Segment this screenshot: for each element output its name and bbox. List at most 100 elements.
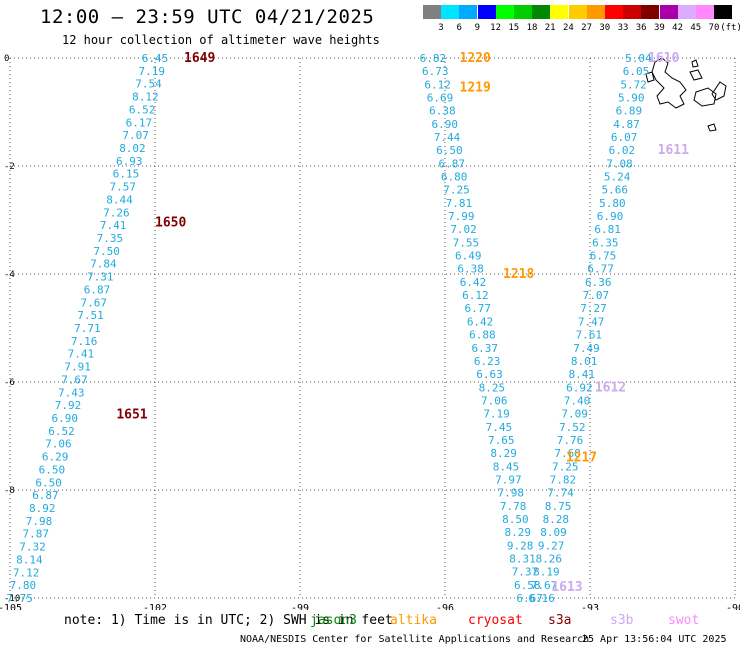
swh-value: 7.78 [500, 500, 527, 513]
swh-value: 8.44 [106, 193, 133, 206]
swh-value: 8.26 [535, 552, 562, 565]
swh-value: 6.87 [439, 157, 466, 170]
swh-value: 7.40 [564, 394, 591, 407]
scale-label: 30 [599, 23, 611, 33]
x-tick-label: -90 [726, 603, 740, 610]
swh-value: 7.81 [446, 197, 473, 210]
x-tick-label: -102 [143, 603, 167, 610]
island-santiago [689, 69, 703, 81]
swh-value: 6.12 [424, 78, 451, 91]
swh-value: 6.02 [609, 144, 636, 157]
swh-value: 6.67 [516, 592, 543, 605]
swh-value: 7.25 [443, 184, 470, 197]
swh-value: 7.61 [576, 329, 603, 342]
scale-label: 6 [456, 23, 462, 33]
swh-value: 8.29 [505, 526, 532, 539]
satellite-name: altika [390, 613, 437, 628]
swh-value: 6.88 [469, 329, 496, 342]
pass-number-label: 1649 [184, 51, 215, 66]
swh-value: 8.14 [16, 553, 43, 566]
swh-value: 8.41 [568, 368, 595, 381]
grid-lines [9, 57, 736, 599]
swh-value: 7.54 [135, 78, 162, 91]
scale-swatch [605, 5, 623, 19]
swh-value: 6.05 [623, 65, 650, 78]
swh-value: 6.37 [472, 342, 499, 355]
scale-swatch [568, 5, 587, 19]
swh-value: 7.44 [434, 131, 461, 144]
swh-value: 6.90 [52, 412, 79, 425]
swh-value: 7.92 [55, 399, 82, 412]
scale-swatch [532, 5, 551, 19]
swh-value: 6.92 [566, 381, 593, 394]
map-title: 12:00 – 23:59 UTC 04/21/2025 [40, 6, 375, 28]
island-pinta [691, 59, 699, 68]
swh-value: 7.91 [64, 361, 91, 374]
credit-text: NOAA/NESDIS Center for Satellite Applica… [240, 634, 590, 645]
swh-value: 7.67 [81, 296, 108, 309]
scale-swatch [677, 5, 696, 19]
swh-value: 6.58 [514, 579, 541, 592]
swh-value: 7.09 [561, 408, 588, 421]
swh-value: 6.87 [84, 283, 111, 296]
swh-value: 9.27 [538, 539, 565, 552]
swh-value: 7.71 [74, 322, 101, 335]
pass-number-label: 1218 [503, 267, 534, 282]
swh-value: 6.77 [464, 302, 491, 315]
scale-swatch [659, 5, 678, 19]
y-tick-label: -4 [4, 270, 15, 280]
map-subtitle: 12 hour collection of altimeter wave hei… [62, 33, 380, 47]
scale-label: 21 [544, 23, 556, 33]
timestamp-text: 25 Apr 13:56:04 UTC 2025 [582, 634, 727, 645]
swh-value: 8.75 [545, 500, 572, 513]
pass-number-label: 1651 [116, 407, 147, 422]
swh-value: 6.80 [441, 171, 468, 184]
swh-value: 8.45 [493, 460, 520, 473]
satellite-name: s3a [548, 613, 572, 628]
swh-value: 8.29 [490, 447, 517, 460]
swh-value: 6.52 [48, 425, 75, 438]
swh-value: 6.49 [455, 250, 482, 263]
swh-value: 6.50 [436, 144, 463, 157]
swh-value: 7.55 [453, 236, 480, 249]
pass-number-label: 1610 [648, 51, 679, 66]
swh-value: 8.92 [29, 502, 56, 515]
x-tick-label: -99 [291, 603, 309, 610]
swh-value: 6.17 [126, 116, 153, 129]
swh-value: 7.97 [495, 473, 522, 486]
y-tick-label: -2 [4, 162, 15, 172]
swh-value: 7.68 [554, 447, 581, 460]
swh-value: 7.45 [486, 421, 513, 434]
scale-label: 42 [672, 23, 684, 33]
swh-value: 8.28 [543, 513, 570, 526]
pass-number-label: 1220 [460, 51, 491, 66]
scale-swatch [423, 5, 441, 19]
swh-value: 7.67 [531, 579, 558, 592]
swh-value: 7.98 [497, 487, 524, 500]
satellite-name: s3b [610, 613, 634, 628]
swh-value: 7.26 [103, 206, 130, 219]
swh-value: 9.28 [507, 539, 534, 552]
scale-label: 9 [474, 23, 481, 33]
swh-value: 5.90 [618, 92, 645, 105]
island-fernandina [645, 71, 655, 83]
scale-swatch [696, 5, 714, 19]
swh-value: 6.81 [594, 223, 621, 236]
swh-value: 7.51 [77, 309, 104, 322]
wave-height-tracks: 6.457.197.548.126.526.177.078.026.936.15… [6, 52, 652, 605]
scale-swatch [495, 5, 514, 19]
scale-swatch [441, 5, 460, 19]
swh-value: 6.45 [142, 52, 169, 65]
swh-value: 6.29 [42, 451, 69, 464]
swh-value: 6.73 [422, 65, 449, 78]
swh-value: 7.06 [45, 438, 72, 451]
swh-value: 6.82 [420, 52, 447, 65]
swh-value: 7.07 [122, 129, 149, 142]
swh-value: 7.74 [547, 487, 574, 500]
swh-value: 8.50 [502, 513, 529, 526]
swh-value: 6.63 [476, 368, 503, 381]
swh-value: 6.36 [585, 276, 612, 289]
swh-value: 7.19 [139, 65, 166, 78]
swh-value: 6.07 [611, 131, 638, 144]
swh-value: 7.99 [448, 210, 475, 223]
